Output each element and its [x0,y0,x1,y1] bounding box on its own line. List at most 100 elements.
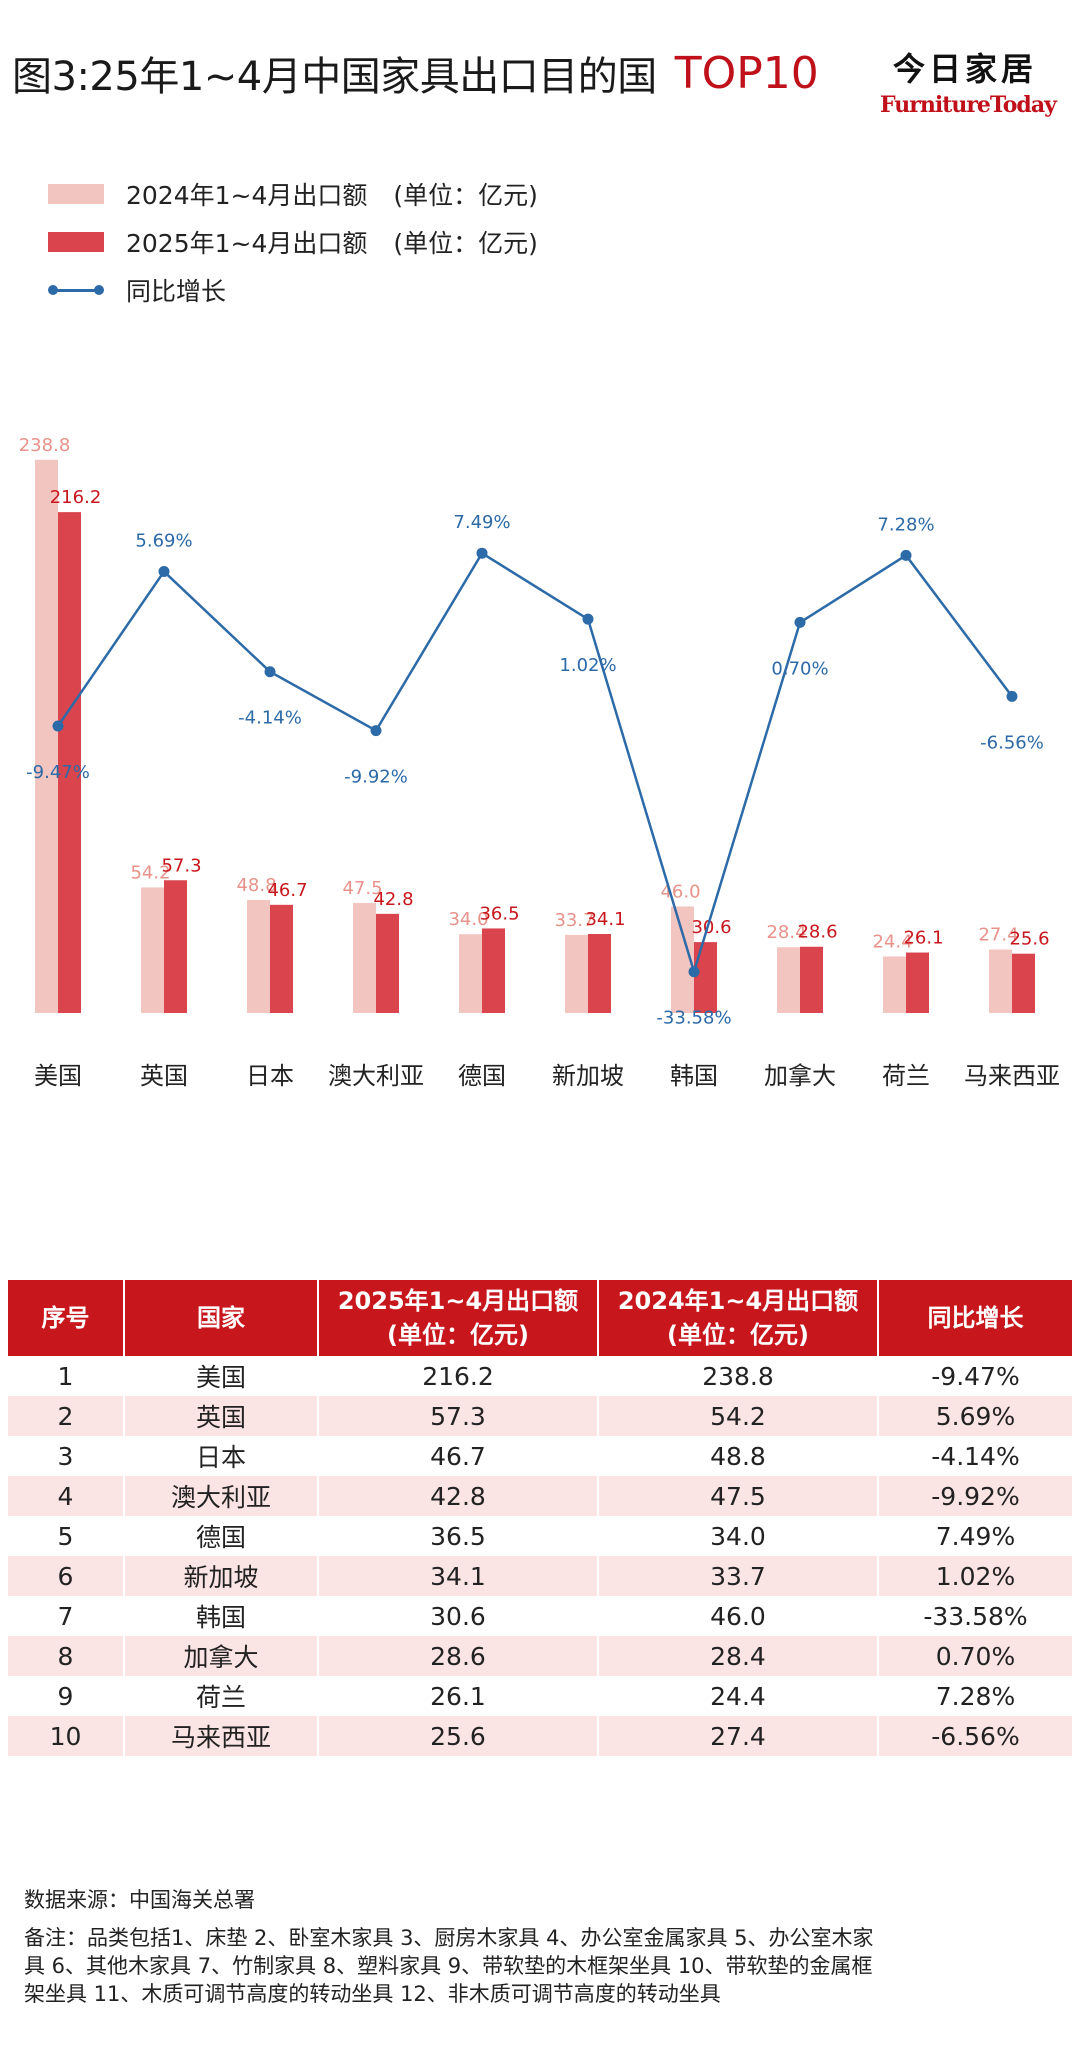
title-text: 图3:25年1~4月中国家具出口目的国 [12,54,657,100]
bar-2025 [270,904,293,1013]
bar-label-2025: 34.1 [585,909,625,930]
cell-2025: 216.2 [318,1356,599,1396]
bar-2025 [906,952,929,1013]
cell-2025: 34.1 [318,1556,599,1596]
cell-growth: 1.02% [878,1556,1072,1596]
cell-rank: 10 [8,1716,125,1756]
table-row: 1 美国 216.2 238.8 -9.47% [8,1356,1072,1396]
cell-2025: 36.5 [318,1516,599,1556]
cell-growth: -9.47% [931,1361,1020,1391]
cell-growth: 7.49% [935,1521,1016,1551]
bar-2024 [777,947,800,1013]
growth-label: -6.56% [980,732,1044,753]
table-row: 10 马来西亚 25.6 27.4 -6.56% [8,1716,1072,1756]
cell-2024: 34.0 [598,1516,879,1556]
cell-rank: 3 [8,1436,125,1476]
legend-item-2025: 2025年1~4月出口额 (单位：亿元) [48,218,538,266]
cell-2024: 24.4 [598,1676,879,1716]
growth-point [1006,690,1018,702]
legend-item-2024: 2024年1~4月出口额 (单位：亿元) [48,170,538,218]
legend-swatch-2025 [48,232,104,252]
cell-country: 日本 [124,1436,319,1476]
table-row: 2 英国 57.3 54.2 5.69% [8,1396,1072,1436]
growth-point [52,720,64,732]
brand-logo: 今日家居 FurnitureToday [880,44,1057,118]
data-table: 序号 国家 2025年1~4月出口额 (单位：亿元) 2024年1~4月出口额 (单… [8,1280,1072,1756]
cell-country: 新加坡 [124,1556,319,1596]
bar-2024 [565,934,588,1013]
bar-label-2025: 26.1 [903,928,943,949]
growth-label: -33.58% [656,1008,731,1029]
bar-label-2025: 216.2 [50,487,102,508]
growth-label: -9.47% [26,762,90,783]
bar-label-2024: 46.0 [660,881,700,902]
cell-country: 澳大利亚 [124,1476,319,1516]
growth-line [56,551,1013,977]
bar-2024 [989,949,1012,1013]
th-country-text: 国家 [197,1304,245,1332]
th-2024-line1: 2024年1~4月出口额 [617,1287,859,1315]
cell-2024: 48.8 [598,1436,879,1476]
cell-2025: 25.6 [318,1716,599,1756]
cell-rank: 1 [8,1356,125,1396]
th-country: 国家 [124,1280,319,1356]
bar-label-2025: 57.3 [161,855,201,876]
cell-country: 马来西亚 [124,1716,319,1756]
bar-2024 [247,899,270,1013]
category-label: 新加坡 [552,1062,624,1090]
growth-label: 1.02% [559,655,616,676]
cell-country: 德国 [124,1516,319,1556]
th-rank-text: 序号 [41,1304,90,1332]
growth-label: 0.70% [771,658,828,679]
cell-country: 美国 [124,1356,319,1396]
combo-chart: 238.8 216.2 美国 54.257.3 英国 48.846.7 日本 47.542.8… [19,435,1060,1090]
cell-growth: 5.69% [878,1396,1072,1436]
cell-growth: 7.28% [935,1681,1016,1711]
category-label: 日本 [246,1062,294,1090]
cell-rank: 7 [8,1596,125,1636]
bar-label-2025: 25.6 [1009,929,1049,950]
legend-label-2025: 2025年1~4月出口额 [126,229,368,258]
table-row: 8 加拿大 28.6 28.4 0.70% [8,1636,1072,1676]
th-2025-line2: (单位：亿元) [387,1321,529,1349]
bar-label-2025: 36.5 [479,903,519,924]
growth-label: -4.14% [238,708,302,729]
table-row: 7 韩国 30.6 46.0 -33.58% [8,1596,1072,1636]
legend-unit-2025: (单位：亿元) [393,229,538,258]
brand-name-cn: 今日家居 [892,50,1037,88]
category-label: 澳大利亚 [328,1062,424,1090]
cell-2024: 27.4 [598,1716,879,1756]
bar-2024 [353,902,376,1013]
footnote: 备注：品类包括1、床垫 2、卧室木家具 3、厨房木家具 4、办公室金属家具 5、… [24,1926,874,2006]
bar-label-2025: 30.6 [691,917,731,938]
bar-label-2025: 46.7 [267,880,307,901]
cell-rank: 8 [8,1636,125,1676]
table-body: 1 美国 216.2 238.8 -9.47% 2 英国 57.3 54.2 5.69% 3 日本 46… [8,1356,1072,1756]
th-growth-text: 同比增长 [927,1304,1024,1332]
th-2024-line2: (单位：亿元) [667,1321,809,1349]
table-row: 9 荷兰 26.1 24.4 7.28% [8,1676,1072,1716]
legend-swatch-growth [48,280,104,300]
growth-point [688,966,700,978]
th-growth: 同比增长 [878,1280,1072,1356]
th-2025-line1: 2025年1~4月出口额 [337,1287,579,1315]
cell-2024: 46.0 [598,1596,879,1636]
bar-2024 [35,459,58,1013]
cell-2025: 26.1 [318,1676,599,1716]
chart-legend: 2024年1~4月出口额 (单位：亿元) 2025年1~4月出口额 (单位：亿元… [48,170,538,314]
bar-2025 [588,934,611,1013]
bar-label-2024: 48.8 [236,875,276,896]
growth-label: 7.49% [453,512,510,533]
growth-label: 7.28% [877,514,934,535]
brand-name-en: FurnitureToday [880,92,1057,118]
cell-growth: -9.92% [878,1476,1072,1516]
bar-label-2024: 28.4 [766,922,806,943]
bar-2025 [164,880,187,1013]
bar-label-2024: 27.4 [978,925,1018,946]
growth-point [900,549,912,561]
category-label: 英国 [140,1062,188,1090]
bar-label-2024: 54.2 [130,862,170,883]
category-label: 荷兰 [882,1062,930,1090]
bar-2025 [376,913,399,1013]
growth-point [264,666,276,678]
